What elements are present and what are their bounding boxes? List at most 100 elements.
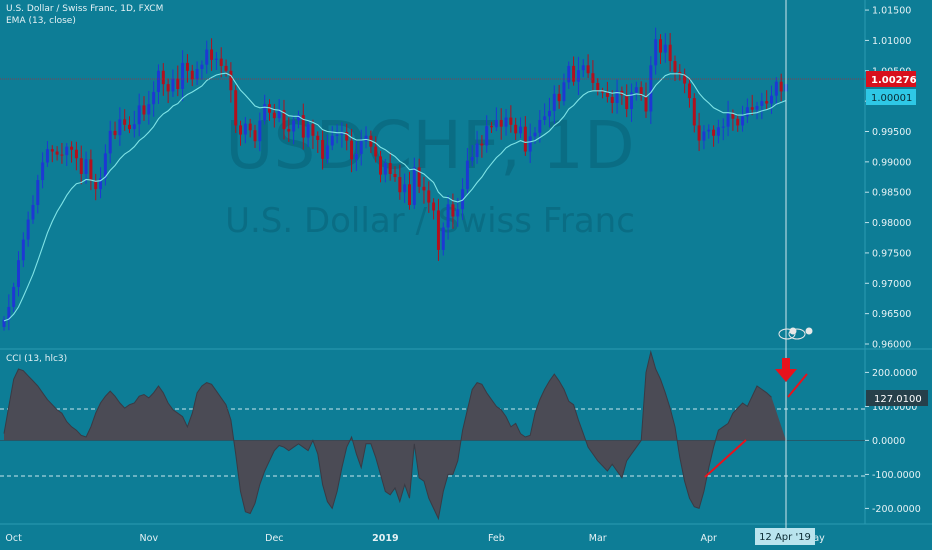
candle-body — [205, 49, 209, 65]
candle-body — [21, 239, 25, 261]
cci-tick-label: 100.0000 — [872, 402, 917, 413]
candle-body — [89, 159, 93, 181]
candle-body — [84, 159, 88, 174]
down-arrow-annotation — [775, 358, 797, 382]
event-markers[interactable] — [778, 327, 813, 340]
cci-tick-label: -100.0000 — [872, 470, 921, 481]
last-price-badge[interactable]: 1.00276 — [866, 71, 917, 87]
candle-body — [765, 101, 769, 104]
candle-body — [301, 115, 305, 138]
event-marker-2[interactable] — [788, 328, 806, 340]
candle-body — [586, 65, 590, 74]
candle-body — [359, 141, 363, 154]
candle-body — [161, 70, 165, 85]
event-marker-1[interactable] — [778, 328, 796, 340]
candle-body — [533, 132, 537, 137]
candle-body — [610, 96, 614, 103]
candle-body — [137, 105, 141, 125]
candle-body — [185, 62, 189, 71]
candle-body — [774, 81, 778, 96]
candle-body — [74, 149, 78, 159]
cci-value-badge[interactable]: 127.0100 — [866, 390, 928, 406]
ema-badge-text: 1.00001 — [871, 93, 912, 104]
watermark-name: U.S. Dollar / Swiss Franc — [225, 201, 635, 241]
candle-body — [253, 130, 257, 142]
price-tick-label: 0.98500 — [872, 188, 911, 199]
candle-body — [427, 190, 431, 203]
candle-body — [760, 101, 764, 106]
candle-body — [296, 115, 300, 121]
candle-body — [581, 65, 585, 71]
candle-body — [200, 64, 204, 69]
candle-body — [330, 135, 334, 146]
symbol-title[interactable]: U.S. Dollar / Swiss Franc, 1D, FXCM — [6, 4, 164, 14]
candle-body — [258, 120, 262, 142]
candle-body — [547, 110, 551, 117]
candle-body — [354, 153, 358, 160]
candle-body — [663, 44, 667, 53]
time-tick-label: 2019 — [372, 533, 398, 544]
candle-body — [475, 143, 479, 157]
candle-body — [596, 82, 600, 92]
cci-title[interactable]: CCI (13, hlc3) — [6, 354, 68, 364]
candle-body — [755, 106, 759, 110]
trend-line-2 — [787, 373, 808, 398]
candle-body — [673, 61, 677, 72]
price-tick-label: 0.96000 — [872, 340, 911, 351]
time-tick-label: May — [805, 533, 825, 544]
candle-body — [292, 120, 296, 132]
candle-body — [668, 44, 672, 62]
candle-body — [340, 132, 344, 135]
candle-body — [156, 70, 160, 93]
candle-body — [229, 70, 233, 91]
ema-badge-bg — [866, 89, 916, 105]
candle-body — [219, 58, 223, 66]
event-marker-3[interactable] — [789, 327, 797, 335]
candle-body — [113, 130, 117, 136]
candle-body — [388, 163, 392, 174]
watermark-symbol: USDCHF, 1D — [225, 107, 634, 184]
candle-body — [171, 78, 175, 92]
candle-body — [398, 177, 402, 193]
candle-body — [716, 127, 720, 136]
candle-body — [55, 151, 59, 155]
candle-body — [485, 126, 489, 146]
date-badge-bg — [755, 528, 815, 545]
candle-body — [214, 58, 218, 60]
date-badge[interactable]: 12 Apr '19 — [755, 528, 815, 545]
candle-body — [383, 163, 387, 175]
candle-body — [639, 87, 643, 96]
candle-body — [239, 125, 243, 135]
candle-body — [321, 140, 325, 159]
candle-body — [736, 118, 740, 126]
main-legend[interactable]: U.S. Dollar / Swiss Franc, 1D, FXCM EMA … — [6, 3, 163, 27]
candle-body — [601, 91, 605, 93]
candle-body — [514, 124, 518, 134]
candle-body — [350, 140, 354, 160]
candle-body — [412, 167, 416, 205]
candle-body — [407, 184, 411, 205]
candle-body — [770, 95, 774, 104]
candle-body — [282, 110, 286, 130]
candle-body — [152, 92, 156, 105]
candle-body — [721, 126, 725, 128]
ema-badge[interactable]: 1.00001 — [866, 89, 916, 105]
candle-body — [654, 39, 658, 66]
candle-body — [572, 65, 576, 82]
candle-body — [393, 174, 397, 178]
candle-body — [7, 306, 11, 320]
ema-legend[interactable]: EMA (13, close) — [6, 16, 76, 26]
cci-legend[interactable]: CCI (13, hlc3) — [6, 353, 67, 365]
date-badge-text: 12 Apr '19 — [759, 532, 811, 543]
cci-area — [4, 352, 786, 519]
candle-body — [731, 113, 735, 119]
event-marker-4[interactable] — [805, 327, 813, 335]
candle-body — [605, 92, 609, 97]
candle-body — [750, 107, 754, 110]
time-tick-label: Dec — [265, 533, 283, 544]
time-tick-label: Apr — [701, 533, 718, 544]
candle-body — [519, 126, 523, 134]
candle-body — [2, 319, 6, 327]
